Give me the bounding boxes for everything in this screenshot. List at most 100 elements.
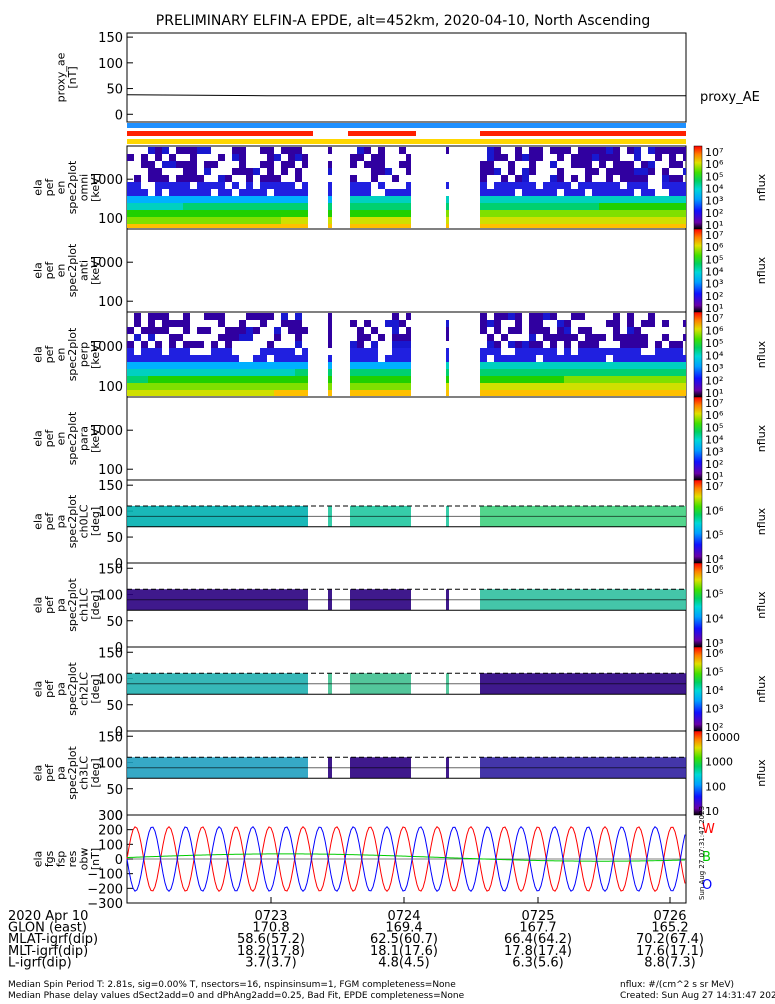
spec-cell: [529, 154, 536, 161]
spec-cell: [550, 355, 557, 362]
spec-data: [127, 313, 686, 396]
spec-cell: [613, 154, 620, 161]
spec-cell: [281, 313, 288, 320]
spec-cell: [550, 383, 557, 390]
spec-cell: [239, 320, 246, 327]
spec-cell: [357, 217, 364, 224]
spec-cell: [274, 376, 281, 383]
spec-cell: [487, 210, 494, 217]
colorbar-label: 10²: [705, 458, 723, 471]
spec-cell: [378, 362, 385, 369]
spec-cell: [508, 161, 515, 168]
spec-cell: [169, 369, 176, 376]
spec-cell: [274, 175, 281, 182]
spec-cell: [399, 203, 406, 210]
spec-cell: [446, 182, 449, 189]
spec-cell: [190, 369, 197, 376]
spec-cell: [328, 189, 332, 196]
spec-cell: [148, 203, 155, 210]
spec-cell: [211, 217, 218, 224]
fgm-ylabel-line: ela: [31, 851, 44, 868]
spec-cell: [197, 362, 204, 369]
fgm-legend: O: [702, 878, 712, 893]
spec-cell: [281, 383, 288, 390]
spec-cell: [487, 362, 494, 369]
spec-cell: [627, 224, 634, 228]
spec-cell: [260, 320, 267, 327]
colorbar-label: 10³: [705, 195, 723, 208]
spec-cell: [218, 313, 225, 320]
spec-cell: [176, 355, 183, 362]
spec-cell: [260, 224, 267, 228]
spec-cell: [648, 383, 655, 390]
spec-cell: [267, 182, 274, 189]
spec-cell: [155, 327, 162, 334]
spec-cell: [141, 217, 148, 224]
spec-cell: [508, 224, 515, 228]
spec-cell: [578, 390, 585, 396]
spec-cell: [232, 203, 239, 210]
spec-cell: [183, 217, 190, 224]
spec-cell: [515, 383, 522, 390]
spec-cell: [295, 196, 302, 203]
spec-ylabel-line: para: [77, 426, 90, 451]
spec-cell: [536, 348, 543, 355]
spec-cell: [550, 175, 557, 182]
spec-cell: [620, 224, 627, 228]
spec-cell: [557, 154, 564, 161]
spec-cell: [662, 390, 669, 396]
spec-cell: [592, 334, 599, 341]
spec-cell: [239, 369, 246, 376]
spec-cell: [183, 383, 190, 390]
spec-cell: [399, 320, 406, 327]
spec-cell: [446, 369, 449, 376]
spec-cell: [350, 383, 357, 390]
spec-cell: [620, 390, 627, 396]
spec-cell: [446, 224, 449, 228]
spec-cell: [571, 210, 578, 217]
spec-cell: [399, 390, 406, 396]
spec-cell: [599, 224, 606, 228]
spec-cell: [683, 210, 686, 217]
spec-cell: [480, 313, 487, 320]
spec-cell: [183, 224, 190, 228]
spec-cell: [613, 355, 620, 362]
spec-cell: [648, 355, 655, 362]
spec-cell: [585, 327, 592, 334]
spec-cell: [141, 154, 148, 161]
spec-cell: [183, 320, 190, 327]
spec-cell: [148, 168, 155, 175]
spec-cell: [260, 355, 267, 362]
spec-cell: [211, 355, 218, 362]
spec-cell: [446, 147, 449, 154]
spec-cell: [246, 217, 253, 224]
spec-cell: [627, 383, 634, 390]
spec-cell: [253, 383, 260, 390]
spec-cell: [155, 376, 162, 383]
spec-cell: [578, 210, 585, 217]
spec-cell: [260, 196, 267, 203]
spec-cell: [515, 147, 522, 154]
spec-cell: [662, 348, 669, 355]
spec-cell: [641, 210, 648, 217]
spec-cell: [218, 182, 225, 189]
spec-cell: [662, 210, 669, 217]
spec-cell: [267, 210, 274, 217]
spec-cell: [501, 182, 508, 189]
spec-cell: [162, 369, 169, 376]
spec-cell: [550, 348, 557, 355]
spec-cell: [288, 182, 295, 189]
spec-cell: [508, 210, 515, 217]
spec-cell: [225, 383, 232, 390]
spec-cell: [392, 376, 399, 383]
spec-cell: [606, 383, 613, 390]
spec-ylabel-line: pef: [43, 178, 56, 197]
spec-cell: [578, 327, 585, 334]
spec-cell: [162, 182, 169, 189]
spec-cell: [169, 154, 176, 161]
spec-cell: [543, 196, 550, 203]
spec-ylabel-line: pef: [43, 345, 56, 364]
spec-cell: [148, 390, 155, 396]
spec-cell: [176, 224, 183, 228]
